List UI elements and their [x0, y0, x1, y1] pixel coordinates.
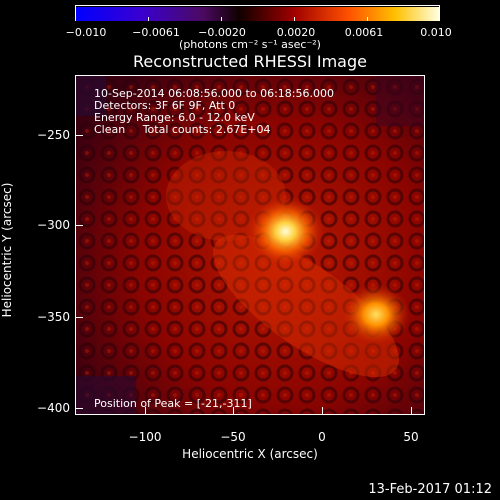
colorbar-tick-mark — [221, 17, 222, 21]
colorbar-tick-mark — [294, 17, 295, 21]
x-tick-label: −50 — [220, 430, 246, 444]
info-total-counts: Clean Total counts: 2.67E+04 — [94, 123, 271, 136]
colorbar-tick-label: 0.0020 — [276, 26, 316, 39]
y-tick-label: −300 — [37, 218, 70, 232]
image-dark-region — [76, 376, 136, 414]
info-peak-position: Position of Peak = [-21,-311] — [94, 397, 252, 410]
colorbar-tick-label: 0.0061 — [344, 26, 384, 39]
image-dark-region — [376, 76, 424, 126]
colorbar-gradient — [76, 7, 439, 21]
x-tick-label: 50 — [403, 430, 419, 444]
image-dark-region — [76, 76, 106, 116]
y-tick-label: −350 — [37, 310, 70, 324]
colorbar-units: (photons cm⁻² s⁻¹ asec⁻²) — [179, 38, 321, 51]
colorbar-tick-label: 0.010 — [420, 26, 452, 39]
x-tick-label: 0 — [318, 430, 326, 444]
info-time-range: 10-Sep-2014 06:08:56.000 to 06:18:56.000 — [94, 87, 334, 100]
y-axis: −250 −300 −350 −400 — [0, 0, 70, 500]
colorbar-tick-label: −0.010 — [65, 26, 107, 39]
colorbar-tick-mark — [148, 17, 149, 21]
image-bright-ridge — [213, 234, 399, 378]
y-tick-label: −400 — [37, 401, 70, 415]
y-tick-label: −250 — [37, 128, 70, 142]
y-tick-mark — [75, 408, 83, 409]
x-tick-mark — [145, 407, 146, 415]
plot-title: Reconstructed RHESSI Image — [133, 52, 367, 71]
info-energy-range: Energy Range: 6.0 - 12.0 keV — [94, 111, 255, 124]
sources-group — [245, 195, 411, 346]
colorbar-tick-mark — [439, 17, 440, 21]
colorbar-tick-mark — [367, 17, 368, 21]
info-detectors: Detectors: 3F 6F 9F, Att 0 — [94, 99, 236, 112]
colorbar-tick-mark — [75, 17, 76, 21]
flare-source — [341, 283, 411, 346]
x-tick-label: −100 — [128, 430, 162, 444]
timestamp-footer: 13-Feb-2017 01:12 — [368, 482, 492, 497]
y-tick-mark — [75, 225, 83, 226]
colorbar-tick-label: −0.0061 — [132, 26, 180, 39]
y-tick-mark — [75, 135, 83, 136]
flare-source — [245, 195, 326, 268]
x-tick-mark — [233, 407, 234, 415]
x-axis-label: Heliocentric X (arcsec) — [182, 447, 318, 461]
rhessi-image-canvas — [76, 76, 424, 414]
colorbar-tick-label: −0.0020 — [198, 26, 246, 39]
y-tick-mark — [75, 317, 83, 318]
x-tick-mark — [322, 407, 323, 415]
x-tick-mark — [411, 407, 412, 415]
rhessi-image: 10-Sep-2014 06:08:56.000 to 06:18:56.000… — [75, 75, 425, 415]
colorbar — [75, 5, 440, 21]
y-axis-label-text: Heliocentric Y (arcsec) — [0, 182, 14, 318]
